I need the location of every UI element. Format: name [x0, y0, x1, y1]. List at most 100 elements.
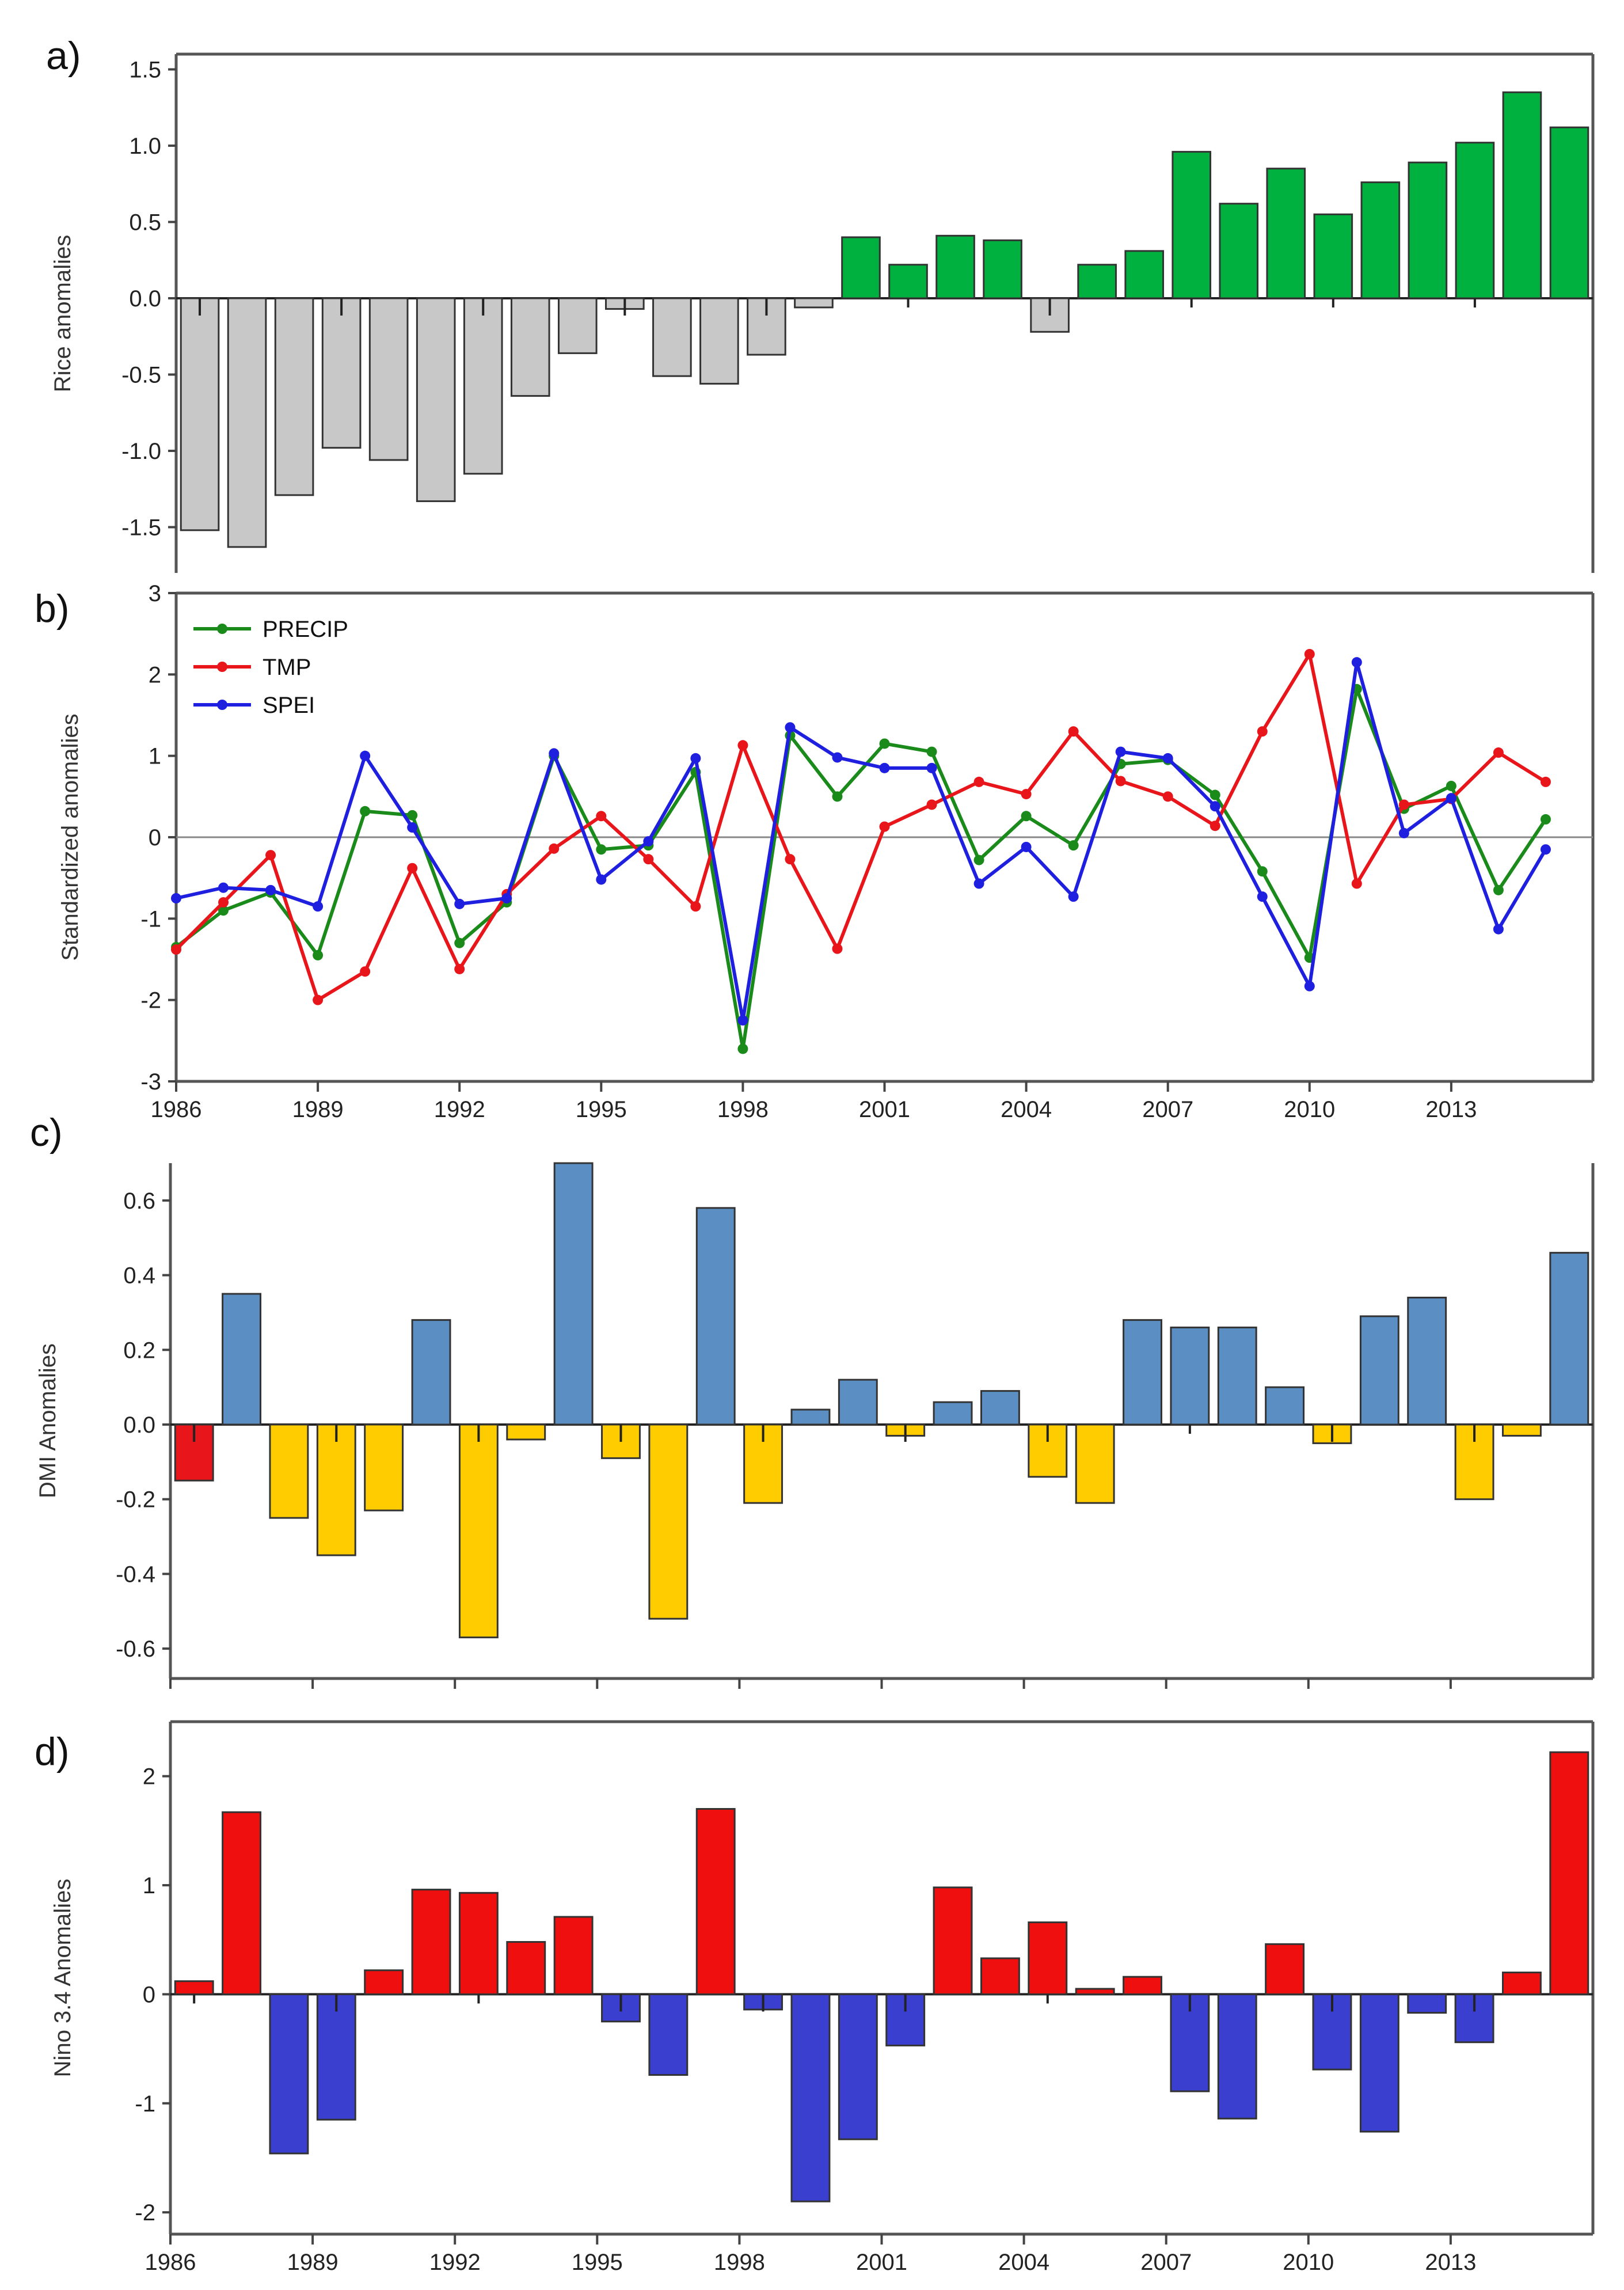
- point-spei-1988: [265, 884, 276, 895]
- point-tmp-1995: [596, 811, 607, 822]
- y-tick-label: 1: [149, 744, 161, 769]
- bar-a-1992: [463, 297, 503, 475]
- bar-d-2014: [1502, 1972, 1542, 1995]
- panel-label-d: d): [35, 1730, 69, 1773]
- x-tick-label: 1986: [145, 2250, 196, 2275]
- point-precip-2008: [1210, 789, 1220, 800]
- point-tmp-2014: [1493, 747, 1504, 758]
- point-tmp-2009: [1257, 726, 1268, 737]
- point-tmp-2003: [973, 776, 984, 787]
- point-spei-2006: [1115, 746, 1126, 757]
- y-tick-label: 2: [149, 662, 161, 688]
- y-tick-label: -3: [140, 1069, 161, 1095]
- y-tick-label: -2: [135, 2200, 155, 2226]
- bar-d-1989: [316, 1993, 356, 2121]
- y-tick-label: -0.5: [121, 363, 161, 388]
- bar-d-2005: [1075, 1988, 1115, 1995]
- point-precip-2000: [832, 791, 843, 802]
- bar-d-1993: [506, 1941, 546, 1995]
- point-precip-1992: [454, 937, 465, 948]
- legend-marker: [217, 662, 227, 672]
- bar-c-2002: [933, 1401, 973, 1426]
- point-tmp-1996: [643, 854, 654, 865]
- legend-marker: [217, 700, 227, 710]
- bar-a-1994: [557, 297, 598, 354]
- bar-a-2012: [1408, 161, 1448, 299]
- bar-c-1999: [790, 1408, 831, 1426]
- bar-a-2006: [1124, 250, 1164, 299]
- point-spei-2000: [832, 752, 843, 763]
- point-spei-1993: [501, 893, 512, 903]
- bar-a-1993: [510, 297, 550, 397]
- bar-c-1988: [269, 1423, 309, 1519]
- bar-d-2002: [933, 1886, 973, 1995]
- x-tick-label: 2007: [1140, 2250, 1192, 2275]
- bar-a-1999: [794, 297, 834, 309]
- bar-d-2004: [1028, 1921, 1068, 1995]
- x-tick-label: 1995: [572, 2250, 623, 2275]
- bar-d-1994: [553, 1916, 594, 1995]
- bar-d-2009: [1265, 1943, 1305, 1995]
- x-tick-label: 2007: [1142, 1097, 1193, 1122]
- point-tmp-2007: [1162, 791, 1173, 802]
- panel-label-a: a): [46, 34, 81, 78]
- point-tmp-1992: [454, 963, 465, 974]
- point-tmp-2008: [1210, 821, 1220, 831]
- point-spei-2009: [1257, 891, 1268, 902]
- bar-a-2001: [888, 264, 928, 299]
- bar-a-2014: [1502, 91, 1542, 299]
- x-tick-label: 2001: [856, 2250, 907, 2275]
- panel-label-c: c): [30, 1111, 63, 1155]
- point-spei-1997: [690, 753, 701, 764]
- bar-d-1997: [695, 1807, 736, 1995]
- bar-a-1987: [227, 297, 267, 548]
- bar-d-2006: [1123, 1976, 1162, 1995]
- point-spei-1990: [360, 750, 371, 761]
- x-tick-label: 2004: [998, 2250, 1049, 2275]
- x-tick-label: 1995: [576, 1097, 627, 1122]
- x-tick-label: 1992: [434, 1097, 485, 1122]
- point-spei-2012: [1398, 827, 1409, 838]
- bar-c-2012: [1407, 1296, 1447, 1426]
- y-tick-label: 3: [149, 581, 161, 606]
- y-tick-label: -1.5: [121, 515, 161, 541]
- bar-c-2007: [1170, 1326, 1210, 1426]
- bar-d-1996: [648, 1993, 689, 2076]
- point-tmp-2015: [1540, 776, 1551, 787]
- point-precip-1991: [407, 810, 418, 821]
- point-tmp-1997: [690, 901, 701, 912]
- bar-d-2015: [1549, 1751, 1589, 1995]
- point-precip-2001: [879, 738, 890, 749]
- point-precip-1987: [218, 905, 229, 916]
- panel-b: b) -3 -2 -1 0 1 2 3 Standardized anomalies PRECIP…: [35, 581, 1595, 1122]
- bar-c-1993: [506, 1423, 546, 1441]
- point-precip-1998: [737, 1043, 748, 1054]
- point-spei-1991: [407, 822, 418, 833]
- point-tmp-2012: [1398, 799, 1409, 810]
- bar-c-2011: [1359, 1315, 1399, 1426]
- point-tmp-2001: [879, 821, 890, 832]
- bar-a-1990: [368, 297, 409, 461]
- point-spei-1992: [454, 898, 465, 909]
- point-spei-1995: [596, 874, 607, 885]
- bar-a-1986: [180, 297, 220, 531]
- legend-label-precip: PRECIP: [263, 617, 348, 642]
- point-precip-1995: [596, 844, 607, 855]
- bar-c-2014: [1502, 1423, 1542, 1437]
- bar-d-1990: [364, 1969, 404, 1995]
- series-line-tmp: [174, 652, 1547, 1002]
- point-precip-2002: [926, 746, 937, 757]
- bar-c-2015: [1549, 1252, 1589, 1426]
- x-tick-label: 1998: [717, 1097, 769, 1122]
- point-spei-2011: [1351, 657, 1362, 668]
- point-spei-1986: [171, 893, 181, 903]
- y-axis-title: Rice anomalies: [50, 235, 75, 392]
- point-tmp-2000: [832, 943, 843, 954]
- point-tmp-1998: [737, 740, 748, 751]
- bar-a-2010: [1313, 213, 1353, 299]
- y-tick-label: -0.2: [116, 1487, 155, 1513]
- bar-a-2003: [983, 239, 1022, 299]
- x-tick-label: 1998: [714, 2250, 765, 2275]
- bar-c-1994: [553, 1162, 594, 1426]
- point-spei-2003: [973, 878, 984, 889]
